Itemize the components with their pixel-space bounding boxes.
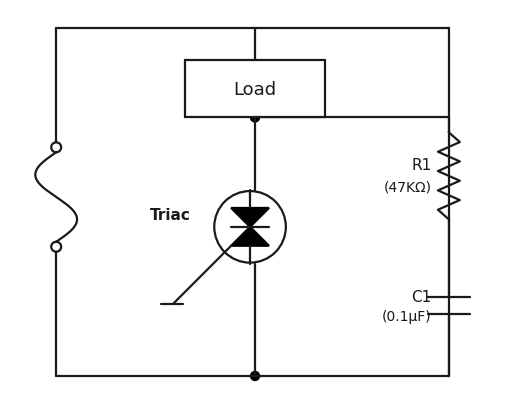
Text: Triac: Triac (150, 207, 191, 222)
Circle shape (251, 372, 259, 381)
Circle shape (251, 114, 259, 123)
Text: Load: Load (233, 81, 277, 99)
Text: (0.1μF): (0.1μF) (382, 309, 432, 323)
Bar (186, 61, 324, 118)
Polygon shape (231, 227, 269, 246)
Text: (47KΩ): (47KΩ) (383, 180, 432, 194)
Text: R1: R1 (411, 158, 432, 173)
Polygon shape (231, 209, 269, 227)
Text: C1: C1 (411, 289, 432, 304)
